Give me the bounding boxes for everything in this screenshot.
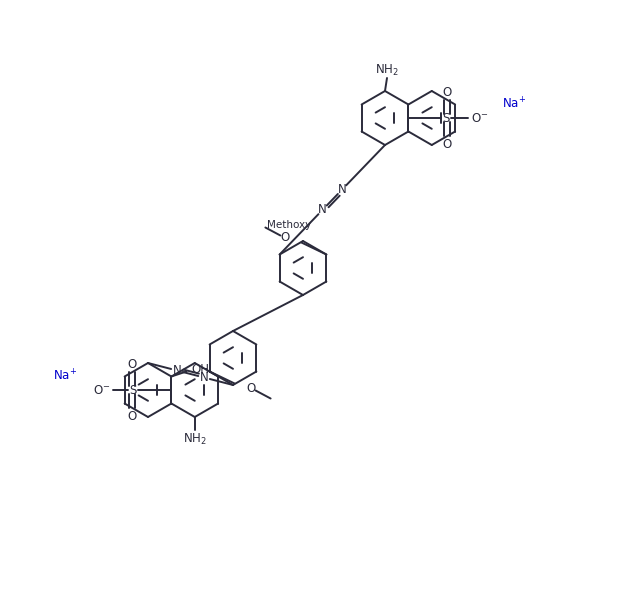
Text: O: O	[443, 137, 452, 151]
Text: S: S	[443, 111, 450, 125]
Text: N: N	[338, 183, 347, 196]
Text: S: S	[130, 384, 137, 396]
Text: N: N	[173, 364, 181, 377]
Text: O$^{-}$: O$^{-}$	[470, 111, 488, 125]
Text: N: N	[318, 203, 327, 216]
Text: O: O	[281, 231, 290, 244]
Text: Na$^{+}$: Na$^{+}$	[502, 96, 526, 112]
Text: Na$^{+}$: Na$^{+}$	[53, 368, 77, 384]
Text: Methoxy: Methoxy	[268, 219, 311, 229]
Text: N: N	[200, 371, 208, 384]
Text: O: O	[127, 358, 137, 370]
Text: O: O	[246, 382, 255, 395]
Text: OH: OH	[192, 363, 209, 376]
Text: O$^{-}$: O$^{-}$	[93, 384, 110, 396]
Text: NH$_2$: NH$_2$	[375, 63, 399, 78]
Text: NH$_2$: NH$_2$	[183, 432, 207, 446]
Text: O: O	[127, 410, 137, 423]
Text: O: O	[443, 86, 452, 98]
